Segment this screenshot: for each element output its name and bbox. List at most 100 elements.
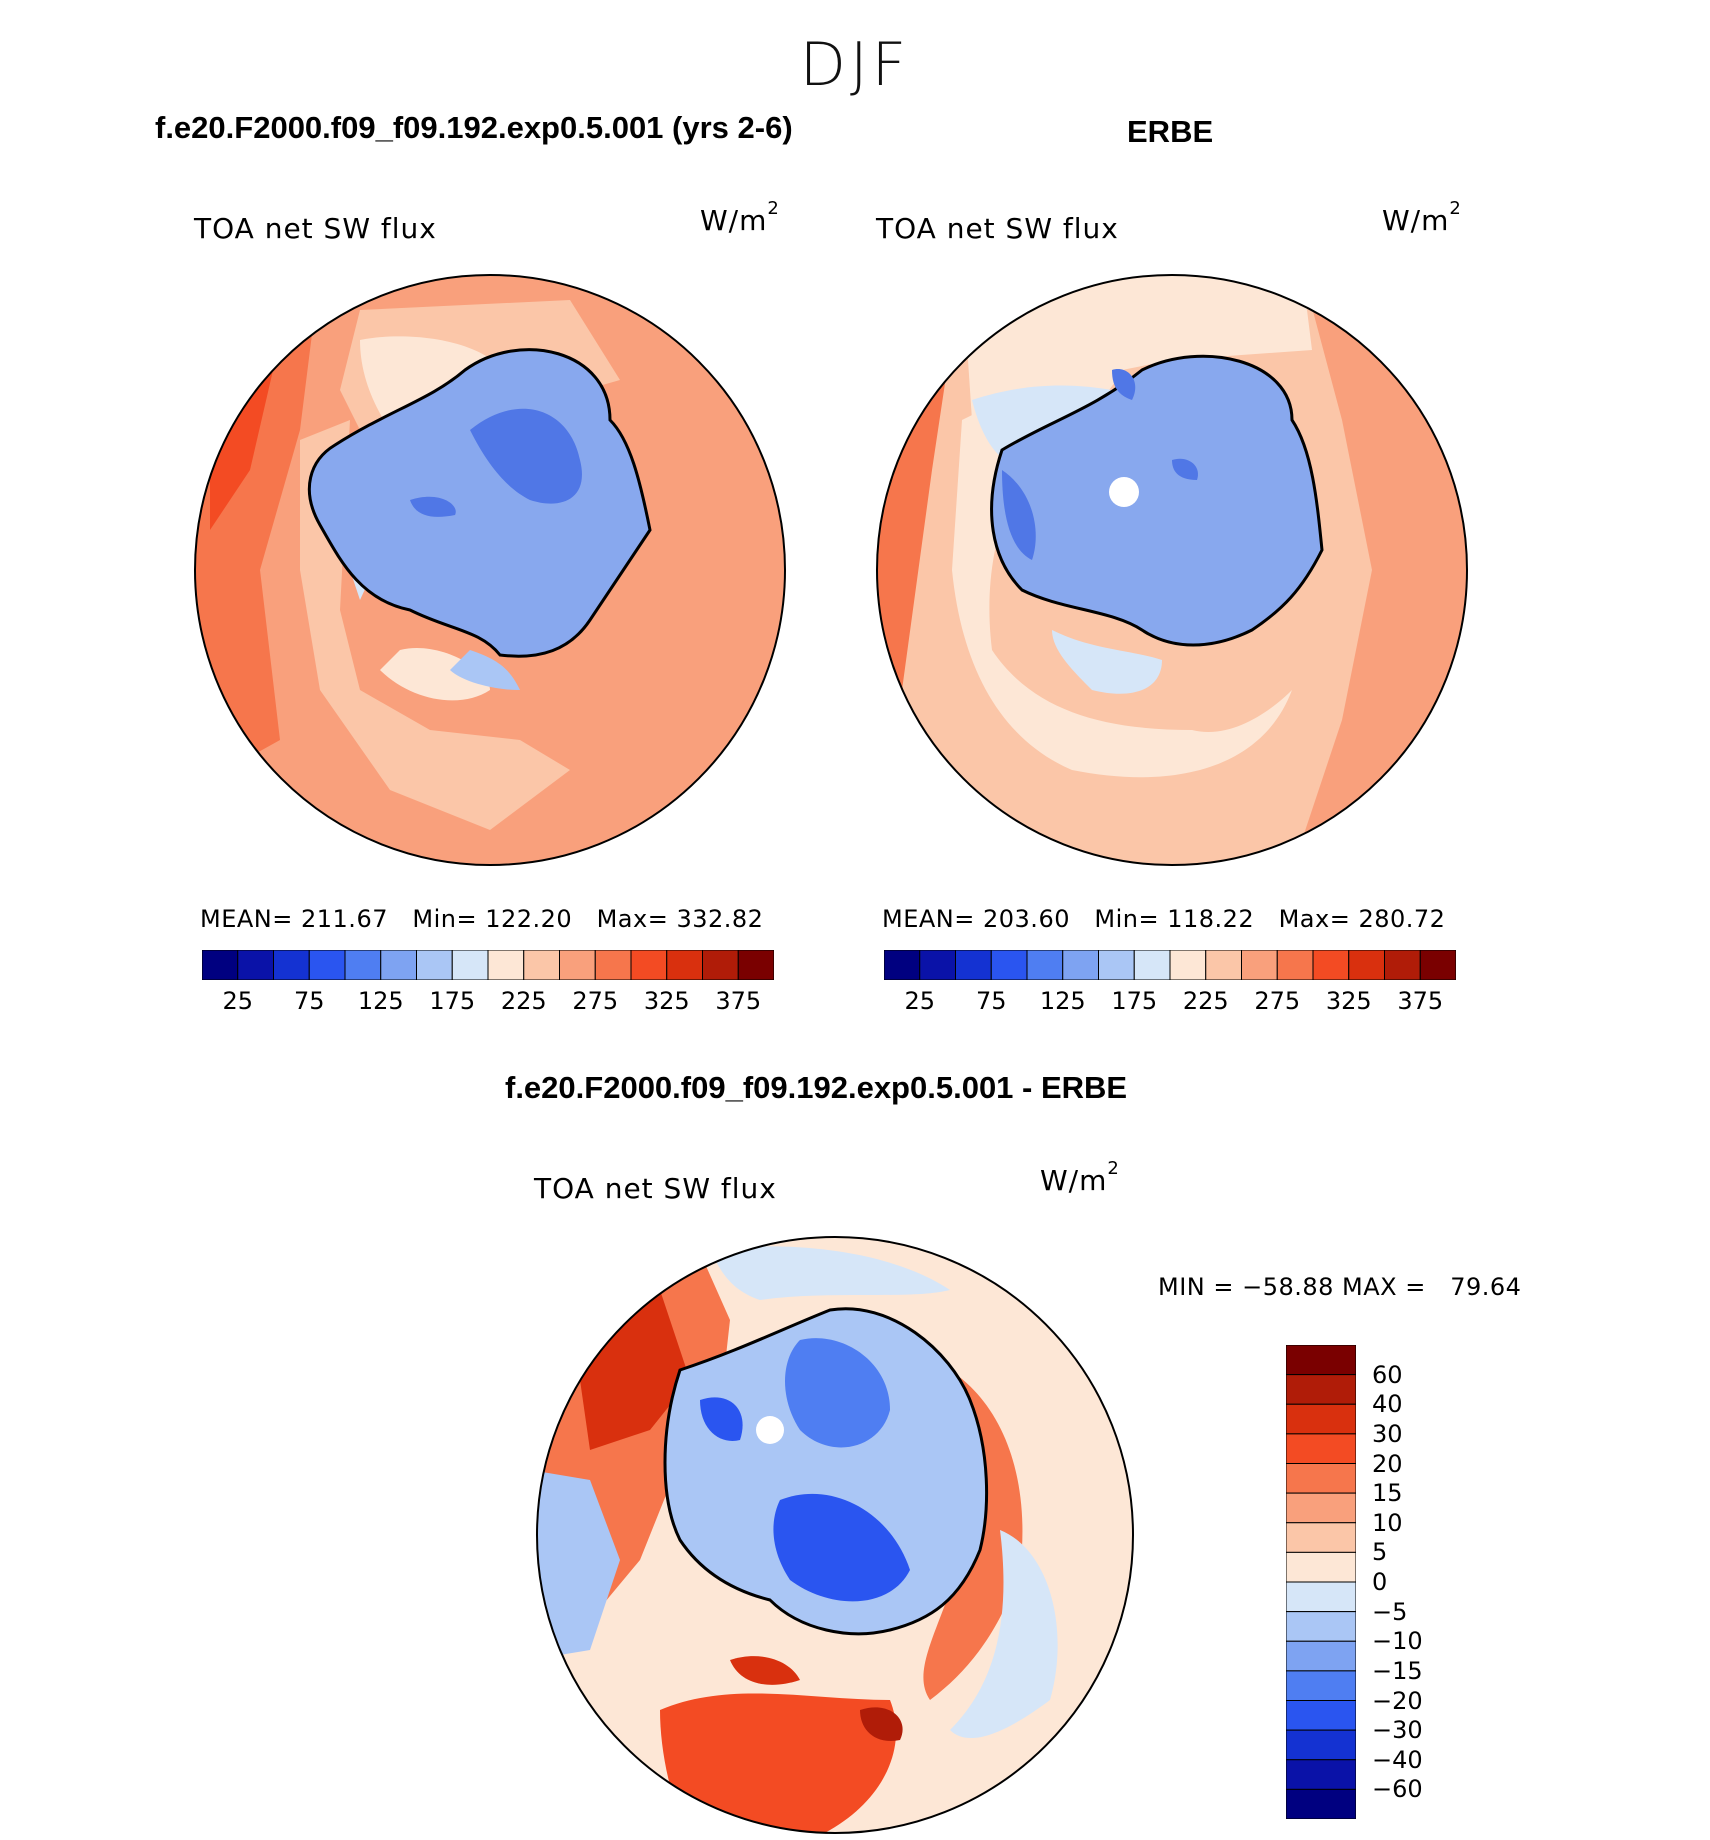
diff-colorbar-swatch	[1285, 1433, 1357, 1464]
colorbar-swatch	[1348, 949, 1385, 981]
model-north-pale	[360, 336, 510, 430]
obs-variable-label: TOA net SW flux	[876, 212, 1119, 245]
colorbar-swatch	[201, 949, 239, 981]
diff-colorbar-label: −60	[1372, 1775, 1423, 1804]
colorbar-swatch	[273, 949, 310, 981]
diff-blue-patch-west	[700, 1397, 743, 1441]
diff-colorbar-swatch	[1285, 1463, 1357, 1494]
colorbar-swatch	[990, 949, 1028, 981]
obs-stats: MEAN= 203.60 Min= 118.22 Max= 280.72	[882, 905, 1446, 933]
diff-colorbar-label: −10	[1372, 1627, 1423, 1656]
model-antarctica	[307, 348, 652, 658]
colorbar-tick-label: 225	[500, 987, 547, 1015]
colorbar-swatch	[1241, 949, 1278, 981]
obs-panel-title: ERBE	[1127, 114, 1214, 149]
diff-colorbar-swatch	[1285, 1551, 1357, 1583]
diff-colorbar-label: −5	[1372, 1597, 1408, 1626]
diff-map-border	[536, 1236, 1134, 1834]
diff-colorbar-swatch	[1285, 1700, 1357, 1731]
diff-pole-hole	[756, 1416, 784, 1444]
diff-colorbar	[1285, 1344, 1357, 1820]
colorbar-swatch	[1062, 949, 1099, 981]
diff-colorbar-swatch	[1285, 1374, 1357, 1405]
colorbar-swatch	[416, 949, 453, 981]
diff-colorbar-swatch	[1285, 1344, 1357, 1376]
colorbar-swatch	[1133, 949, 1171, 981]
diff-antarctica	[663, 1307, 989, 1636]
colorbar-swatch	[380, 949, 417, 981]
colorbar-tick-label: 375	[715, 987, 762, 1015]
obs-units: W/m2	[1382, 198, 1462, 237]
diff-colorbar-swatch	[1285, 1640, 1357, 1672]
obs-deep-blue-west	[1002, 470, 1036, 560]
colorbar-swatch	[666, 949, 703, 981]
diff-colorbar-swatch	[1285, 1581, 1357, 1613]
colorbar-swatch	[955, 949, 992, 981]
colorbar-swatch	[451, 949, 489, 981]
obs-deep-blue-east	[1172, 458, 1198, 480]
colorbar-swatch	[919, 949, 956, 981]
diff-colorbar-label: 30	[1372, 1419, 1403, 1448]
obs-polar-map	[876, 274, 1468, 866]
model-panel-title: f.e20.F2000.f09_f09.192.exp0.5.001 (yrs …	[155, 110, 793, 145]
model-colorbar-ticks: 25 75 125 175 225 275 325 375	[202, 987, 774, 1017]
diff-colorbar-swatch	[1285, 1403, 1357, 1435]
model-variable-label: TOA net SW flux	[194, 212, 437, 245]
colorbar-swatch	[559, 949, 596, 981]
diff-colorbar-swatch	[1285, 1492, 1357, 1524]
colorbar-tick-label: 175	[1111, 987, 1158, 1015]
diff-colorbar-swatch	[1285, 1729, 1357, 1761]
diff-colorbar-label: −20	[1372, 1686, 1423, 1715]
model-west-ring	[300, 420, 570, 830]
diff-variable-label: TOA net SW flux	[534, 1172, 777, 1205]
obs-map-border	[876, 274, 1468, 866]
colorbar-swatch	[1026, 949, 1064, 981]
diff-colorbar-label: −30	[1372, 1716, 1423, 1745]
colorbar-swatch	[1312, 949, 1350, 981]
model-polar-map	[194, 274, 786, 866]
colorbar-swatch	[308, 949, 346, 981]
model-weddell-ice	[450, 650, 520, 690]
diff-colorbar-label: 40	[1372, 1390, 1403, 1419]
colorbar-tick-label: 125	[1039, 987, 1086, 1015]
diff-colorbar-swatch	[1285, 1788, 1357, 1820]
diff-colorbar-label: −15	[1372, 1656, 1423, 1685]
colorbar-tick-label: 275	[1254, 987, 1301, 1015]
obs-deep-blue-north	[1112, 369, 1136, 400]
diff-colorbar-swatch	[1285, 1670, 1357, 1701]
diff-colorbar-label: −40	[1372, 1745, 1423, 1774]
diff-blue-core-north	[785, 1338, 890, 1448]
colorbar-swatch	[883, 949, 921, 981]
colorbar-tick-label: 325	[1325, 987, 1372, 1015]
colorbar-tick-label: 25	[222, 987, 254, 1015]
colorbar-tick-label: 175	[429, 987, 476, 1015]
obs-weddell-ice	[1052, 630, 1162, 694]
colorbar-tick-label: 125	[357, 987, 404, 1015]
obs-pale-blue-north	[972, 385, 1112, 462]
colorbar-swatch	[737, 949, 775, 981]
diff-units: W/m2	[1040, 1158, 1120, 1197]
colorbar-swatch	[1205, 949, 1242, 981]
diff-blue-core-south	[773, 1493, 910, 1602]
colorbar-swatch	[344, 949, 382, 981]
colorbar-tick-label: 25	[904, 987, 936, 1015]
diff-colorbar-swatch	[1285, 1611, 1357, 1642]
model-deep-blue-core	[470, 408, 582, 504]
colorbar-swatch	[523, 949, 560, 981]
colorbar-swatch	[487, 949, 525, 981]
colorbar-swatch	[1098, 949, 1135, 981]
obs-colorbar-ticks: 25 75 125 175 225 275 325 375	[884, 987, 1456, 1017]
diff-panel-title: f.e20.F2000.f09_f09.192.exp0.5.001 - ERB…	[505, 1070, 1128, 1105]
diff-colorbar-label: 10	[1372, 1508, 1403, 1537]
diff-colorbar-labels: 60 40 30 20 15 10 5 0 −5 −10 −15 −20 −30 −40 −60	[1360, 1345, 1460, 1819]
model-stats: MEAN= 211.67 Min= 122.20 Max= 332.82	[200, 905, 764, 933]
model-map-border	[194, 274, 786, 866]
diff-colorbar-swatch	[1285, 1759, 1357, 1790]
colorbar-tick-label: 75	[975, 987, 1007, 1015]
colorbar-swatch	[1419, 949, 1457, 981]
diff-hot-south	[660, 1693, 897, 1833]
obs-antarctica	[990, 354, 1324, 647]
diff-range-text: MIN = −58.88 MAX = 79.64	[1158, 1273, 1522, 1301]
diff-colorbar-label: 60	[1372, 1360, 1403, 1389]
colorbar-swatch	[1384, 949, 1421, 981]
